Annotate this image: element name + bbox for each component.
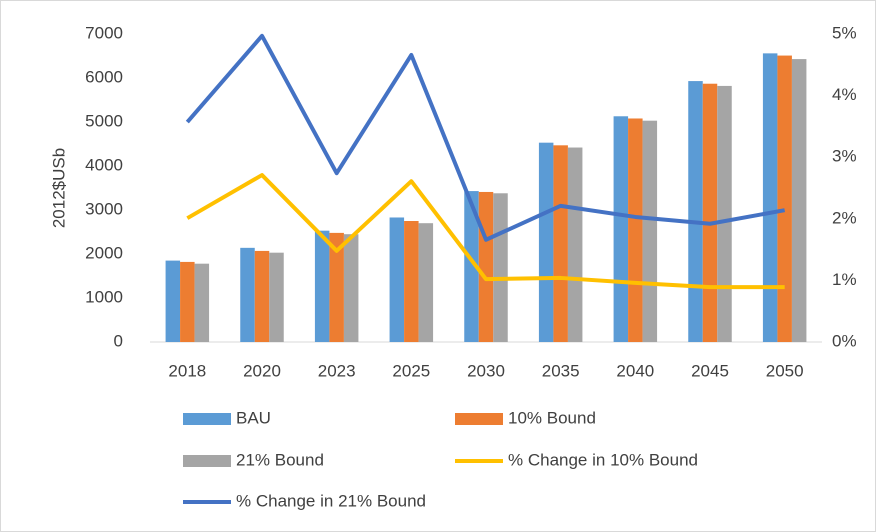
y-tick-label: 4000 — [85, 155, 123, 174]
bar — [538, 142, 554, 342]
bar — [180, 261, 195, 342]
bar — [404, 221, 419, 342]
bar — [717, 85, 732, 343]
line-series — [185, 33, 786, 242]
bar — [613, 116, 629, 342]
bar — [702, 83, 718, 342]
bar — [478, 191, 494, 342]
legend-label: % Change in 21% Bound — [236, 491, 426, 510]
legend-swatch — [183, 413, 231, 425]
bar — [628, 118, 643, 342]
bar — [329, 232, 344, 342]
bar — [553, 145, 568, 342]
x-tick-label: 2023 — [318, 361, 356, 380]
x-tick-label: 2030 — [467, 361, 505, 380]
bar — [389, 217, 405, 342]
x-tick-label: 2040 — [616, 361, 654, 380]
y-tick-label: 3000 — [85, 199, 123, 218]
bar — [777, 55, 792, 343]
x-tick-label: 2050 — [766, 361, 804, 380]
x-tick-label: 2045 — [691, 361, 729, 380]
y2-tick-label: 5% — [832, 23, 857, 42]
y2-tick-label: 2% — [832, 208, 857, 227]
bar — [762, 53, 778, 343]
y2-tick-label: 0% — [832, 331, 857, 350]
y-tick-label: 2000 — [85, 243, 123, 262]
line-series — [186, 173, 785, 290]
bar — [194, 263, 210, 342]
y-tick-label: 7000 — [85, 23, 123, 42]
y-tick-label: 6000 — [85, 67, 123, 86]
bar — [254, 250, 270, 342]
legend-swatch — [183, 455, 231, 467]
bar — [165, 260, 181, 342]
legend-label: 10% Bound — [508, 408, 596, 427]
y-tick-label: 1000 — [85, 287, 123, 306]
y2-tick-label: 3% — [832, 147, 857, 166]
bar — [642, 120, 658, 343]
x-tick-label: 2025 — [392, 361, 430, 380]
bar — [567, 147, 583, 342]
y-tick-label: 5000 — [85, 111, 123, 130]
bar — [314, 230, 330, 342]
legend-label: BAU — [236, 408, 271, 427]
bar — [688, 81, 703, 342]
bar — [343, 234, 359, 342]
bar — [791, 59, 807, 343]
bar — [240, 247, 255, 342]
y2-tick-label: 1% — [832, 270, 857, 289]
x-tick-label: 2018 — [168, 361, 206, 380]
bar — [493, 193, 508, 342]
x-tick-label: 2035 — [542, 361, 580, 380]
bar — [269, 252, 284, 342]
bar — [464, 191, 479, 342]
y-axis-label: 2012$USb — [49, 148, 68, 228]
y-tick-label: 0 — [114, 331, 123, 350]
x-tick-label: 2020 — [243, 361, 281, 380]
legend-label: 21% Bound — [236, 450, 324, 469]
legend-swatch — [455, 413, 503, 425]
y2-tick-label: 4% — [832, 85, 857, 104]
bar — [418, 223, 434, 342]
legend-label: % Change in 10% Bound — [508, 450, 698, 469]
